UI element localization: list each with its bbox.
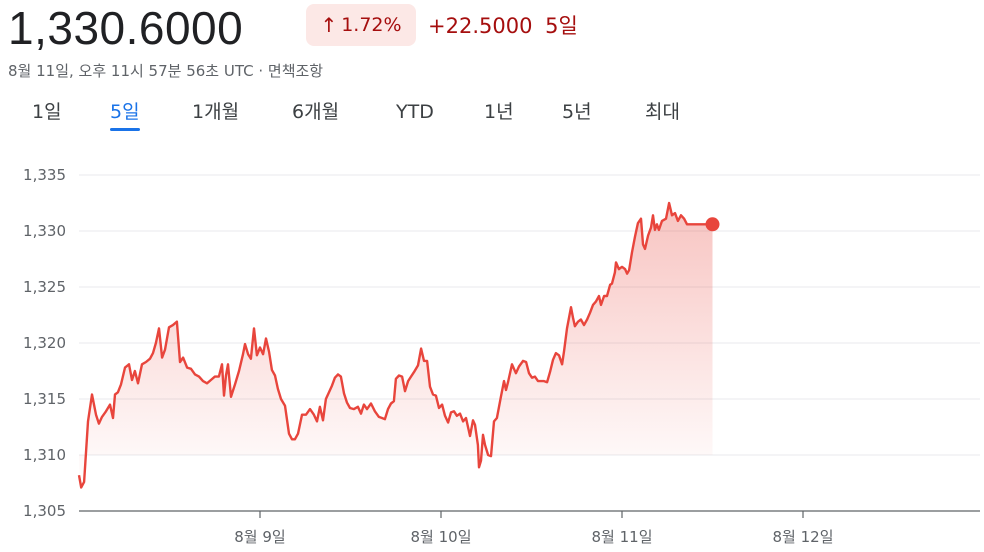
tab-1m[interactable]: 1개월 <box>192 101 240 123</box>
y-tick-label: 1,330 <box>23 222 66 240</box>
tab-ytd[interactable]: YTD <box>396 101 434 123</box>
change-absolute: +22.5000 5일 <box>428 10 578 40</box>
last-point-marker <box>705 217 720 232</box>
change-percent-badge: ↑ 1.72% <box>306 4 416 46</box>
y-tick-label: 1,320 <box>23 334 66 352</box>
y-tick-label: 1,335 <box>23 166 66 184</box>
tab-6m[interactable]: 6개월 <box>292 101 340 123</box>
series-area <box>79 203 713 488</box>
timestamp-disclaimer: 8월 11일, 오후 11시 57분 56초 UTC · 면책조항 <box>8 62 324 80</box>
change-period: 5일 <box>545 14 578 38</box>
tab-5y[interactable]: 5년 <box>562 101 592 123</box>
tab-1y[interactable]: 1년 <box>484 101 514 123</box>
x-tick-label: 8월 11일 <box>592 528 653 546</box>
y-tick-label: 1,305 <box>23 502 66 520</box>
series-line <box>77 201 714 489</box>
range-tabs: 1일 5일 1개월 6개월 YTD 1년 5년 최대 <box>0 96 984 136</box>
arrow-up-icon: ↑ <box>320 13 338 37</box>
x-tick-label: 8월 12일 <box>773 528 834 546</box>
x-tick-label: 8월 10일 <box>411 528 472 546</box>
x-tick-label: 8월 9일 <box>234 528 285 546</box>
tab-max[interactable]: 최대 <box>645 101 680 123</box>
tab-1d[interactable]: 1일 <box>32 101 62 123</box>
y-tick-label: 1,315 <box>23 390 66 408</box>
current-price: 1,330.6000 <box>8 2 244 54</box>
y-tick-label: 1,310 <box>23 446 66 464</box>
change-absolute-value: +22.5000 <box>428 14 533 38</box>
change-percent: 1.72% <box>341 14 402 36</box>
y-tick-label: 1,325 <box>23 278 66 296</box>
tab-5d[interactable]: 5일 <box>110 96 140 132</box>
